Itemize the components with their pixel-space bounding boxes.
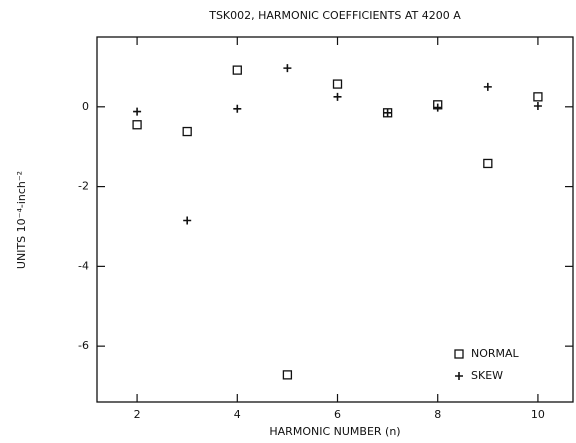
point bbox=[132, 120, 142, 130]
point bbox=[133, 107, 142, 116]
point bbox=[383, 108, 392, 117]
y-tick-label: -6 bbox=[78, 339, 89, 352]
point bbox=[232, 65, 242, 75]
point bbox=[433, 103, 442, 112]
point bbox=[483, 82, 492, 91]
x-axis-label: HARMONIC NUMBER (n) bbox=[269, 425, 400, 438]
chart-title: TSK002, HARMONIC COEFFICIENTS AT 4200 A bbox=[208, 9, 461, 22]
point bbox=[332, 79, 343, 89]
y-tick-label: -2 bbox=[78, 180, 89, 193]
x-tick-label: 10 bbox=[531, 408, 545, 421]
x-tick-label: 2 bbox=[134, 408, 141, 421]
x-tick-label: 8 bbox=[434, 408, 441, 421]
point bbox=[183, 216, 192, 225]
legend-marker bbox=[455, 372, 463, 380]
point bbox=[533, 92, 543, 102]
point bbox=[233, 104, 242, 113]
point bbox=[533, 102, 542, 111]
legend-label: SKEW bbox=[471, 369, 503, 382]
x-tick-label: 4 bbox=[234, 408, 241, 421]
point bbox=[282, 370, 293, 380]
point bbox=[283, 64, 292, 73]
y-tick-label: -4 bbox=[78, 259, 89, 272]
x-tick-label: 6 bbox=[334, 408, 341, 421]
point bbox=[333, 92, 342, 101]
y-axis-label: UNITS 10⁻⁴-inch⁻² bbox=[15, 171, 28, 269]
plot-frame bbox=[96, 36, 574, 403]
legend-label: NORMAL bbox=[471, 347, 520, 360]
legend-marker bbox=[454, 349, 464, 359]
y-tick-label: 0 bbox=[82, 100, 89, 113]
point bbox=[483, 158, 493, 169]
point bbox=[182, 126, 192, 137]
